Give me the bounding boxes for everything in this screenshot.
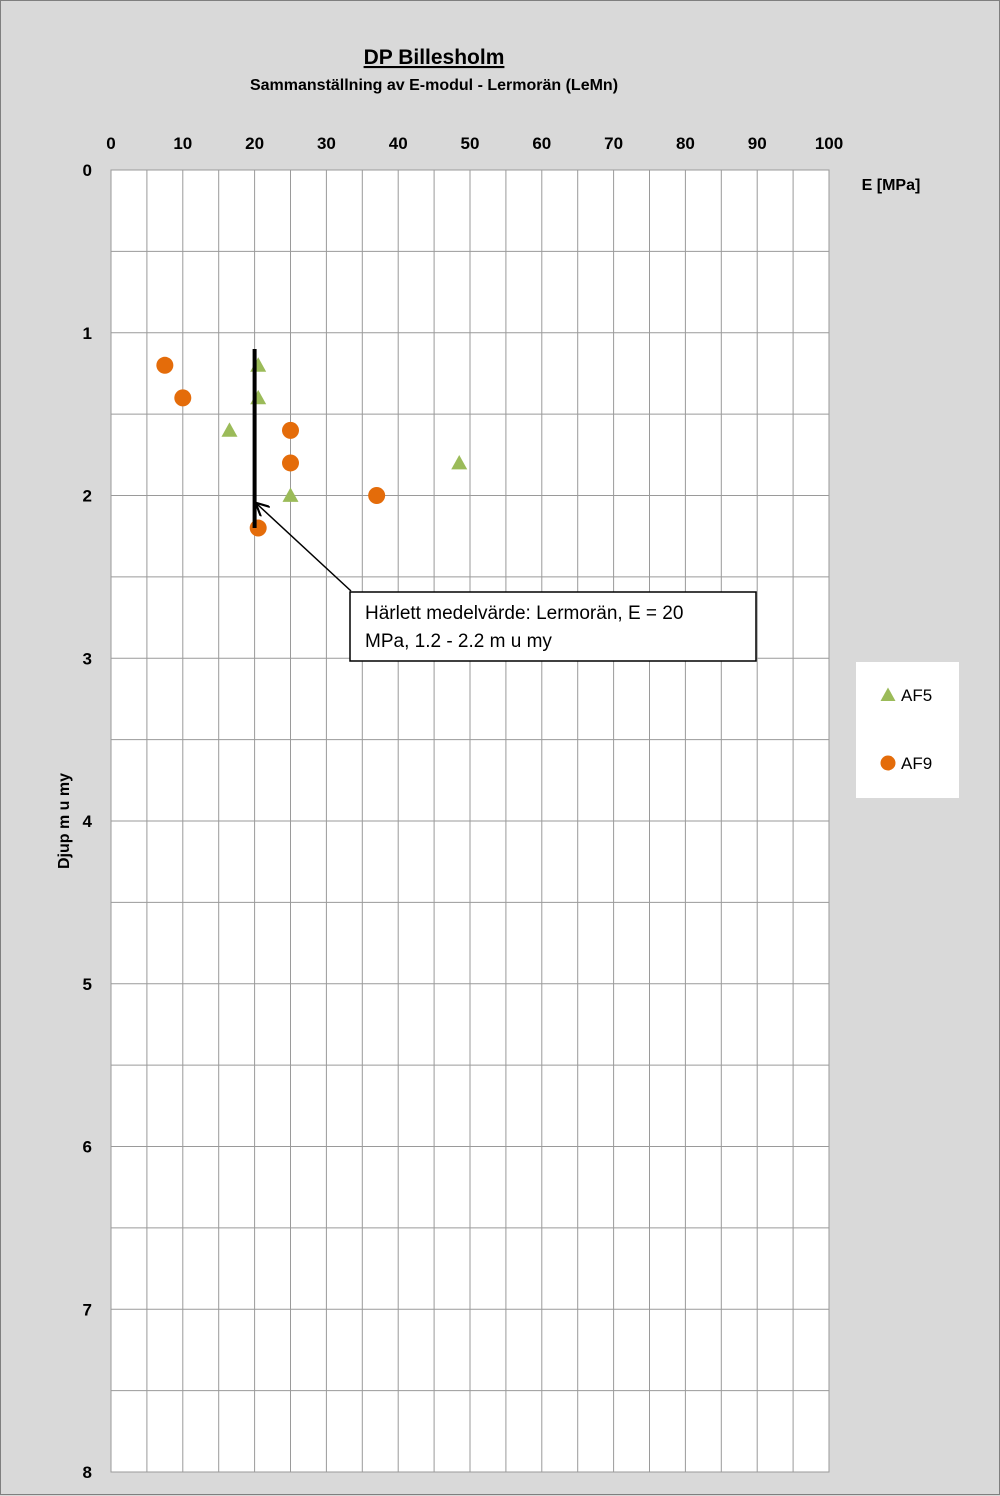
legend-box [856,662,959,798]
legend: AF5 AF9 [856,662,959,798]
grid-lines [111,170,829,1472]
chart-title: DP Billesholm [364,46,505,69]
data-point-af5 [451,454,468,470]
x-tick-label: 100 [815,134,843,153]
x-tick-label: 40 [389,134,408,153]
plot-border [110,169,830,1473]
chart-subtitle: Sammanställning av E-modul - Lermorän (L… [250,77,618,94]
y-tick-label: 3 [83,649,92,668]
x-axis-label: E [MPa] [862,177,921,194]
x-tick-label: 30 [317,134,336,153]
x-tick-label: 50 [461,134,480,153]
data-point-af5 [221,422,238,437]
legend-marker-af5 [880,687,896,701]
x-tick-label: 90 [748,134,767,153]
x-tick-labels: 0 10 20 30 40 50 60 70 80 90 100 [106,134,843,153]
legend-marker-af9 [880,755,896,771]
data-point-af9 [282,454,299,472]
y-tick-label: 4 [83,812,93,831]
data-point-af9 [156,356,174,374]
x-tick-label: 80 [676,134,695,153]
legend-label-af9: AF9 [901,754,932,773]
data-point-af9 [174,389,192,407]
annotation: Härlett medelvärde: Lermorän, E = 20 MPa… [349,591,757,662]
annotation-line-1: Härlett medelvärde: Lermorän, E = 20 [365,603,683,624]
x-tick-label: 20 [245,134,264,153]
y-tick-label: 0 [83,161,92,180]
data-point-af9 [282,421,299,439]
x-tick-label: 60 [532,134,551,153]
y-tick-label: 7 [83,1300,92,1319]
data-point-af9 [249,519,267,537]
y-tick-label: 8 [83,1463,92,1482]
x-tick-label: 0 [106,134,115,153]
y-tick-label: 1 [83,324,92,343]
annotation-arrow [257,504,352,592]
y-axis-label: Djup m u my [56,773,73,869]
legend-label-af5: AF5 [901,686,932,705]
y-tick-label: 6 [83,1138,92,1157]
y-tick-labels: 0 1 2 3 4 5 6 7 8 [83,161,93,1482]
y-tick-label: 2 [83,487,92,506]
annotation-box [349,591,757,662]
x-tick-label: 70 [604,134,623,153]
mean-value-group [252,349,352,592]
data-point-af9 [368,487,386,504]
y-tick-label: 5 [83,975,92,994]
data-point-af5 [282,487,299,502]
x-tick-label: 10 [173,134,192,153]
annotation-line-2: MPa, 1.2 - 2.2 m u my [365,631,552,652]
